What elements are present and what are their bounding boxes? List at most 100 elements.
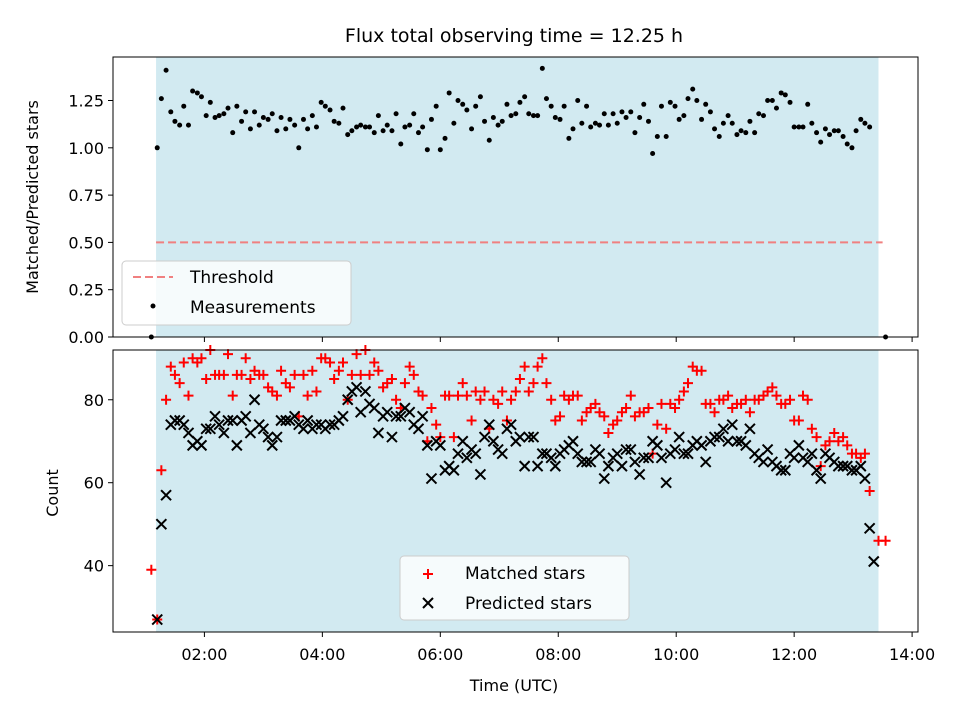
- matched-star-point: [537, 353, 548, 364]
- predicted-star-point: [421, 439, 434, 452]
- matched-star-point: [333, 365, 344, 376]
- predicted-star-point: [673, 431, 685, 443]
- measurement-point: [345, 132, 351, 138]
- measurement-point: [738, 128, 744, 134]
- measurement-point: [384, 122, 390, 128]
- predicted-star-point: [244, 427, 257, 439]
- x-tick-label: 12:00: [771, 645, 817, 664]
- measurement-point: [773, 105, 779, 111]
- predicted-star-point: [699, 456, 712, 468]
- predicted-star-point: [806, 447, 818, 460]
- predicted-star-point: [505, 418, 517, 431]
- measurement-point: [212, 115, 218, 121]
- measurement-point: [407, 122, 413, 128]
- predicted-star-point: [416, 410, 429, 423]
- legend-measurements-swatch: [150, 303, 156, 309]
- measurement-point: [252, 109, 258, 115]
- predicted-star-point: [549, 460, 562, 472]
- predicted-stars-points: [151, 381, 880, 626]
- matched-star-point: [329, 374, 340, 385]
- top-y-tick-label: 0.25: [68, 281, 104, 300]
- matched-star-point: [276, 365, 287, 376]
- measurement-point: [247, 126, 253, 132]
- measurement-point: [800, 124, 806, 130]
- bottom-axes-frame: [112, 349, 919, 633]
- predicted-star-point: [178, 418, 190, 431]
- measurement-point: [539, 65, 545, 71]
- measurement-point: [194, 90, 200, 96]
- matched-star-point: [670, 403, 681, 414]
- measurement-point: [605, 122, 611, 128]
- measurement-point: [415, 130, 421, 136]
- matched-star-point: [466, 415, 477, 426]
- measurement-point: [752, 130, 758, 136]
- predicted-star-point: [297, 423, 310, 435]
- matched-star-point: [806, 423, 817, 434]
- predicted-star-point: [713, 431, 725, 443]
- predicted-star-point: [531, 460, 544, 472]
- top-y-axis-label: Matched/Predicted stars: [23, 100, 42, 294]
- measurement-point: [269, 111, 275, 117]
- bottom-y-axis-label: Count: [43, 469, 62, 517]
- matched-star-point: [661, 423, 672, 434]
- measurement-point: [274, 128, 280, 134]
- measurement-point: [508, 113, 514, 119]
- predicted-star-point: [740, 439, 752, 452]
- measurement-point: [473, 103, 479, 109]
- measurement-point: [831, 128, 837, 134]
- measurement-point: [428, 116, 434, 122]
- matched-star-point: [506, 394, 517, 405]
- matched-star-point: [404, 361, 415, 372]
- matched-star-point: [178, 357, 189, 368]
- predicted-star-point: [651, 439, 664, 452]
- predicted-star-point: [523, 431, 535, 443]
- predicted-star-point: [642, 452, 655, 464]
- measurement-point: [756, 111, 762, 117]
- predicted-star-point: [412, 423, 425, 435]
- predicted-star-point: [678, 447, 690, 460]
- measurement-point: [592, 120, 598, 126]
- top-legend: Threshold Measurements: [121, 260, 352, 326]
- top-y-tick-label: 0.75: [68, 186, 104, 205]
- measurement-point: [818, 139, 824, 145]
- measurement-point: [460, 101, 466, 107]
- measurement-point: [720, 120, 726, 126]
- matched-star-point: [165, 361, 176, 372]
- matched-star-point: [307, 365, 318, 376]
- measurement-points: [148, 65, 889, 340]
- predicted-star-point: [395, 410, 407, 423]
- measurement-point: [283, 126, 289, 132]
- predicted-star-point: [452, 447, 464, 460]
- predicted-star-point: [469, 447, 482, 460]
- predicted-star-point: [616, 460, 628, 472]
- matched-star-point: [431, 419, 442, 430]
- measurement-point: [292, 122, 298, 128]
- matched-star-point: [829, 427, 840, 438]
- matched-star-point: [656, 398, 667, 409]
- matched-star-point: [470, 386, 481, 397]
- matched-star-point: [461, 390, 472, 401]
- measurement-point: [694, 98, 700, 104]
- matched-star-point: [709, 407, 720, 418]
- predicted-star-point: [487, 435, 500, 447]
- measurement-point: [411, 111, 417, 117]
- matched-star-point: [355, 369, 366, 380]
- measurement-point: [517, 99, 523, 105]
- matched-star-point: [802, 394, 813, 405]
- measurement-point: [230, 130, 236, 136]
- measurement-point: [221, 111, 227, 117]
- matched-star-point: [408, 369, 419, 380]
- measurement-point: [495, 122, 501, 128]
- measurement-point: [782, 92, 788, 98]
- legend-predicted-swatch: [422, 597, 434, 609]
- predicted-star-point: [775, 464, 787, 476]
- measurement-point: [309, 113, 315, 119]
- predicted-star-point: [514, 431, 526, 443]
- matched-star-point: [705, 398, 716, 409]
- top-y-tick-label: 1.25: [68, 92, 104, 111]
- matched-star-point: [146, 564, 157, 575]
- measurement-point: [645, 118, 651, 124]
- predicted-star-point: [151, 613, 163, 626]
- bottom-y-tick-label: 40: [84, 557, 104, 576]
- measurement-point: [690, 86, 696, 92]
